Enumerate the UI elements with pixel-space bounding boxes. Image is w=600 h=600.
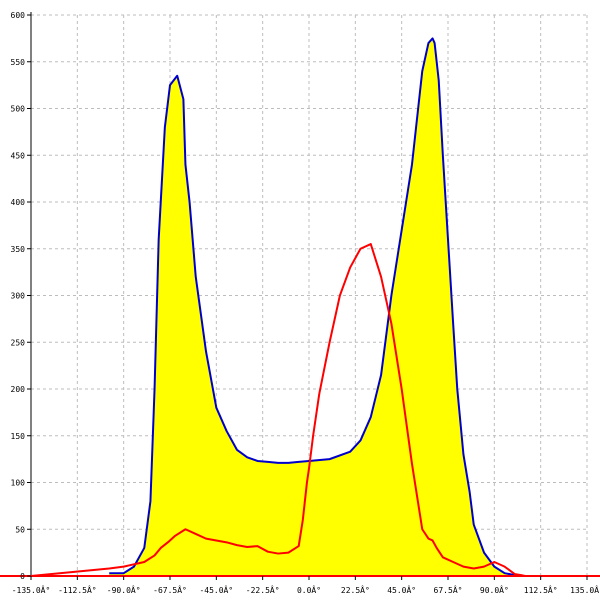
x-tick-label: -22.5Â° [246,584,280,595]
y-tick-label: 400 [11,198,26,207]
y-tick-label: 100 [11,479,26,488]
y-tick-label: 600 [11,11,26,20]
x-tick-label: 67.5Â° [434,584,463,595]
series-1-line [109,37,526,577]
series-1-area [109,38,526,576]
x-tick-label: -90.0Â° [107,584,141,595]
series-2-line [30,243,587,577]
y-tick-label: 0 [20,572,25,581]
x-tick-label: -112.5Â° [58,584,97,595]
x-tick-label: 22.5Â° [341,584,370,595]
x-axis-ticks: -135.0Â° -112.5Â° -90.0Â° -67.5Â° -45.0Â° -22… [12,576,600,595]
y-tick-label: 500 [11,105,26,114]
y-tick-label: 300 [11,292,26,301]
y-tick-label: 450 [11,151,26,160]
x-tick-label: -135.0Â° [12,584,51,595]
y-tick-label: 550 [11,58,26,67]
y-tick-label: 350 [11,245,26,254]
x-tick-label: 90.0Â° [480,584,509,595]
x-tick-label: -67.5Â° [153,584,187,595]
y-tick-label: 250 [11,338,26,347]
y-tick-label: 150 [11,432,26,441]
x-tick-label: 135.0Â° [570,584,600,595]
y-tick-label: 50 [15,525,25,534]
x-tick-label: 45.0Â° [387,584,416,595]
y-axis-ticks: 0 50 100 150 200 250 300 350 400 450 500 550 600 [11,11,31,581]
x-tick-label: -45.0Â° [199,584,233,595]
x-tick-label: 0.0Â° [297,584,321,595]
x-tick-label: 112.5Â° [524,584,558,595]
y-tick-label: 200 [11,385,26,394]
series-lines-layer [30,37,587,577]
area-fill-layer [109,38,526,576]
